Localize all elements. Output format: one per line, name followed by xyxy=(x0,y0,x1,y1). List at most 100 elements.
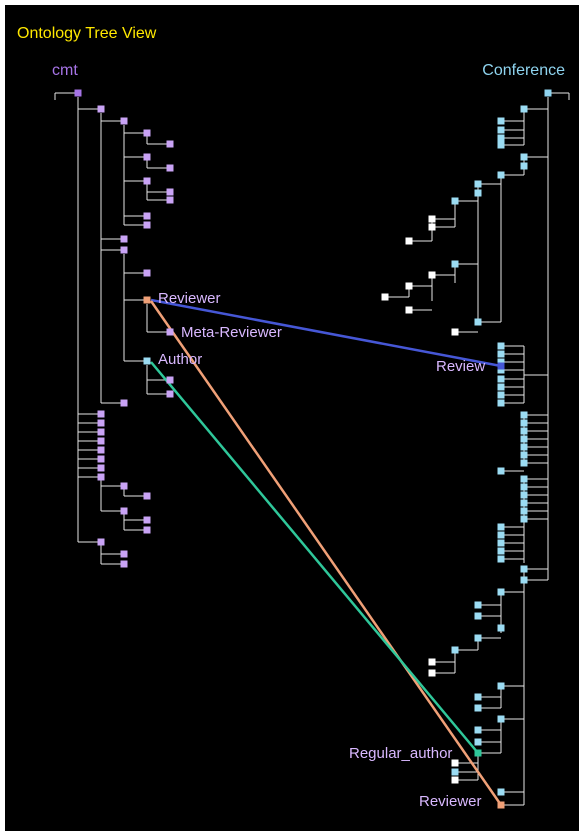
tree-node[interactable] xyxy=(143,526,151,534)
right-root-node[interactable] xyxy=(544,89,552,97)
tree-node[interactable] xyxy=(497,366,505,374)
left-node[interactable] xyxy=(97,105,105,113)
right-node-regular-author[interactable] xyxy=(474,749,482,757)
tree-node[interactable] xyxy=(497,531,505,539)
tree-node[interactable] xyxy=(474,601,482,609)
tree-node[interactable] xyxy=(97,464,105,472)
tree-node[interactable] xyxy=(520,435,528,443)
tree-node[interactable] xyxy=(497,788,505,796)
right-node-reviewer[interactable] xyxy=(497,801,505,809)
tree-node[interactable] xyxy=(520,499,528,507)
tree-node[interactable] xyxy=(520,153,528,161)
tree-node[interactable] xyxy=(166,390,174,398)
tree-node[interactable] xyxy=(497,682,505,690)
tree-node[interactable] xyxy=(143,269,151,277)
tree-node[interactable] xyxy=(405,282,413,290)
label-left-author[interactable]: Author xyxy=(158,351,202,368)
label-right-review[interactable]: Review xyxy=(436,358,485,375)
tree-node[interactable] xyxy=(143,492,151,500)
tree-node[interactable] xyxy=(520,565,528,573)
tree-node[interactable] xyxy=(166,164,174,172)
tree-node[interactable] xyxy=(520,411,528,419)
tree-node[interactable] xyxy=(497,342,505,350)
tree-node[interactable] xyxy=(474,612,482,620)
tree-node[interactable] xyxy=(143,129,151,137)
left-root-node[interactable] xyxy=(74,89,82,97)
tree-node[interactable] xyxy=(120,246,128,254)
tree-node[interactable] xyxy=(474,738,482,746)
label-left-reviewer[interactable]: Reviewer xyxy=(158,290,221,307)
tree-node[interactable] xyxy=(97,538,105,546)
tree-node[interactable] xyxy=(497,375,505,383)
tree-node[interactable] xyxy=(497,539,505,547)
tree-node[interactable] xyxy=(451,197,459,205)
tree-node[interactable] xyxy=(97,437,105,445)
tree-node[interactable] xyxy=(520,459,528,467)
tree-node[interactable] xyxy=(497,358,505,366)
tree-node[interactable] xyxy=(120,235,128,243)
tree-node[interactable] xyxy=(497,141,505,149)
tree-node[interactable] xyxy=(143,153,151,161)
tree-node[interactable] xyxy=(474,704,482,712)
tree-node[interactable] xyxy=(428,271,436,279)
tree-node[interactable] xyxy=(97,419,105,427)
tree-node[interactable] xyxy=(405,237,413,245)
tree-node[interactable] xyxy=(474,634,482,642)
tree-node[interactable] xyxy=(97,446,105,454)
tree-node[interactable] xyxy=(143,177,151,185)
label-right-regular-author[interactable]: Regular_author xyxy=(349,745,452,762)
tree-node[interactable] xyxy=(497,523,505,531)
tree-node[interactable] xyxy=(97,410,105,418)
tree-node[interactable] xyxy=(497,391,505,399)
tree-node[interactable] xyxy=(97,455,105,463)
tree-node[interactable] xyxy=(381,293,389,301)
left-node-reviewer[interactable] xyxy=(143,296,151,304)
tree-node[interactable] xyxy=(143,516,151,524)
tree-node[interactable] xyxy=(143,221,151,229)
tree-node[interactable] xyxy=(497,467,505,475)
tree-node[interactable] xyxy=(497,134,505,142)
tree-node[interactable] xyxy=(428,215,436,223)
mapping-reviewer-to-review[interactable] xyxy=(150,298,502,368)
tree-node[interactable] xyxy=(520,451,528,459)
tree-node[interactable] xyxy=(497,547,505,555)
tree-node[interactable] xyxy=(451,260,459,268)
tree-node[interactable] xyxy=(520,419,528,427)
tree-node[interactable] xyxy=(520,515,528,523)
left-node-meta-reviewer[interactable] xyxy=(166,328,174,336)
label-right-reviewer[interactable]: Reviewer xyxy=(419,793,482,810)
tree-node[interactable] xyxy=(428,223,436,231)
tree-node[interactable] xyxy=(520,475,528,483)
tree-node[interactable] xyxy=(474,726,482,734)
tree-node[interactable] xyxy=(497,117,505,125)
tree-node[interactable] xyxy=(497,399,505,407)
tree-node[interactable] xyxy=(97,473,105,481)
tree-node[interactable] xyxy=(520,105,528,113)
tree-node[interactable] xyxy=(474,318,482,326)
tree-node[interactable] xyxy=(166,376,174,384)
tree-node[interactable] xyxy=(120,482,128,490)
tree-node[interactable] xyxy=(428,669,436,677)
tree-node[interactable] xyxy=(405,306,413,314)
tree-node[interactable] xyxy=(451,768,459,776)
tree-node[interactable] xyxy=(451,776,459,784)
tree-node[interactable] xyxy=(120,399,128,407)
tree-node[interactable] xyxy=(120,560,128,568)
tree-node[interactable] xyxy=(520,491,528,499)
tree-node[interactable] xyxy=(520,162,528,170)
tree-node[interactable] xyxy=(520,576,528,584)
tree-node[interactable] xyxy=(520,483,528,491)
mapping-author-to-regular-author[interactable] xyxy=(150,361,479,754)
tree-node[interactable] xyxy=(451,759,459,767)
tree-node[interactable] xyxy=(120,507,128,515)
tree-node[interactable] xyxy=(520,443,528,451)
tree-node[interactable] xyxy=(497,588,505,596)
tree-node[interactable] xyxy=(143,212,151,220)
tree-node[interactable] xyxy=(497,126,505,134)
tree-node[interactable] xyxy=(451,646,459,654)
tree-node[interactable] xyxy=(166,188,174,196)
mapping-reviewer-to-reviewer[interactable] xyxy=(149,300,503,806)
tree-node[interactable] xyxy=(474,180,482,188)
tree-node[interactable] xyxy=(520,507,528,515)
tree-node[interactable] xyxy=(497,715,505,723)
